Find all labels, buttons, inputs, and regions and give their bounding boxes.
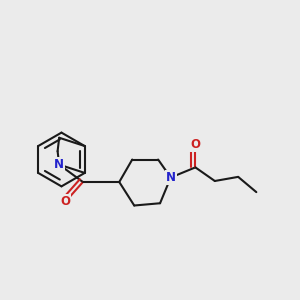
Text: O: O — [61, 195, 70, 208]
Text: O: O — [190, 138, 200, 151]
Text: N: N — [166, 171, 176, 184]
Text: N: N — [54, 158, 64, 171]
